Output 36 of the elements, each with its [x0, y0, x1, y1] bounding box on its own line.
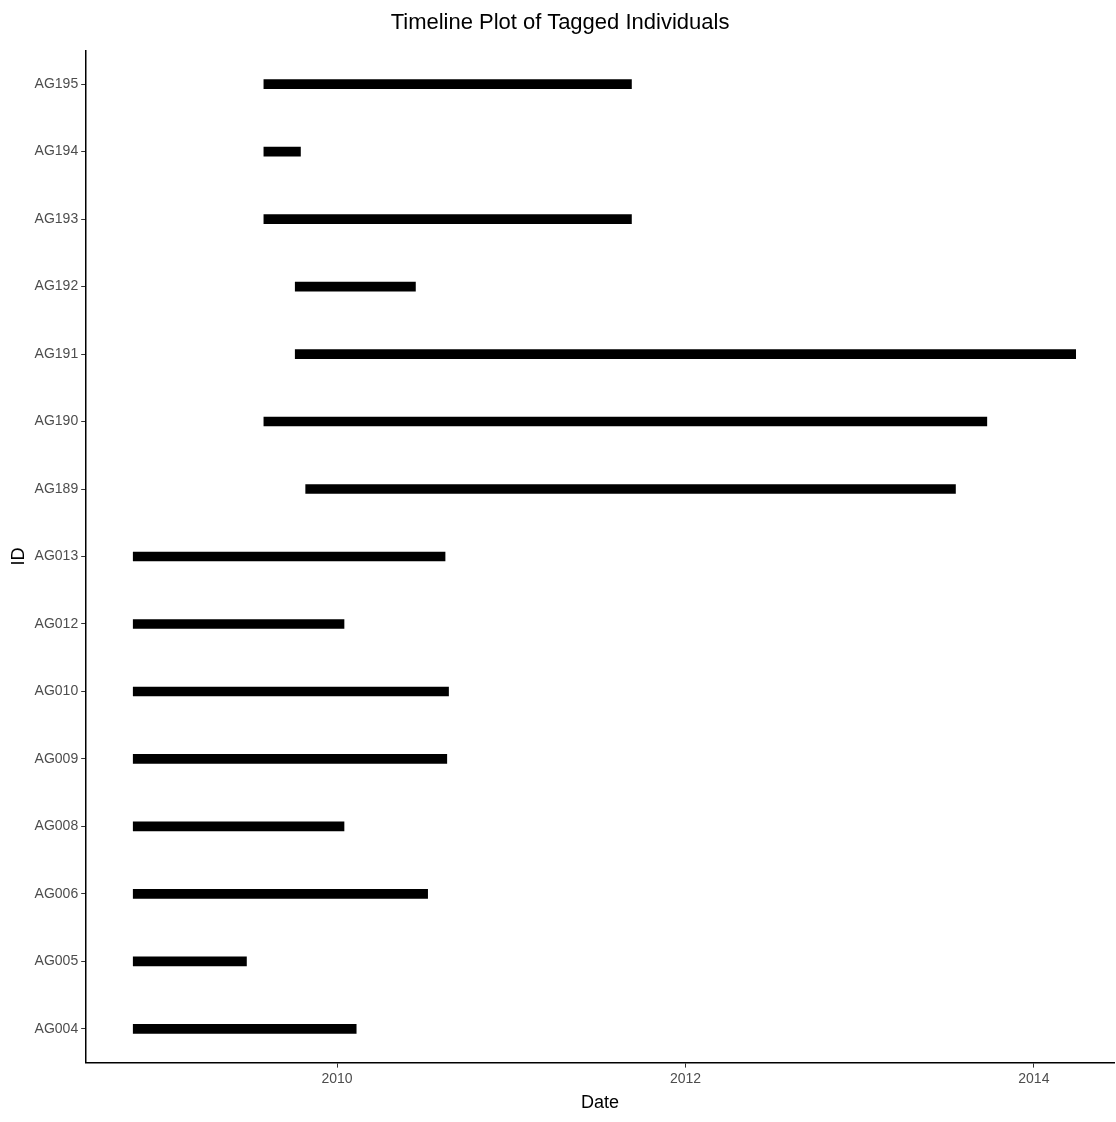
chart-title: Timeline Plot of Tagged Individuals: [390, 9, 730, 35]
bar: [263, 416, 988, 427]
y-axis-title: ID: [7, 547, 28, 566]
bar: [132, 889, 428, 899]
bar: [132, 1024, 357, 1034]
y-tick-label: AG009: [34, 749, 79, 766]
bar: [132, 619, 345, 629]
bar: [132, 821, 345, 832]
bar: [305, 484, 956, 494]
y-tick-label: AG013: [34, 547, 79, 564]
bar: [263, 79, 632, 89]
bar: [132, 956, 247, 967]
y-tick-label: AG194: [34, 142, 79, 159]
y-tick-label: AG008: [34, 817, 79, 834]
y-tick-label: AG004: [34, 1019, 79, 1036]
y-tick-label: AG012: [34, 614, 79, 631]
y-tick-label: AG005: [34, 952, 79, 969]
y-tick-label: AG191: [34, 344, 79, 361]
bar: [132, 754, 448, 764]
bar: [263, 214, 632, 224]
bar: [294, 349, 1077, 359]
y-tick-label: AG192: [34, 277, 79, 294]
x-tick-label: 2014: [1018, 1069, 1050, 1086]
y-tick-label: AG189: [34, 479, 79, 496]
y-tick-label: AG010: [34, 682, 79, 699]
y-tick-label: AG195: [34, 75, 79, 91]
x-tick-label: 2010: [321, 1069, 353, 1086]
bar: [263, 146, 301, 157]
x-tick-label: 2012: [669, 1069, 702, 1086]
y-tick-label: AG006: [34, 884, 79, 901]
x-axis-title: Date: [581, 1092, 620, 1113]
bar: [294, 281, 416, 292]
bar: [132, 686, 449, 697]
y-tick-label: AG193: [34, 209, 79, 226]
y-tick-label: AG190: [34, 412, 79, 429]
bar: [132, 551, 446, 562]
